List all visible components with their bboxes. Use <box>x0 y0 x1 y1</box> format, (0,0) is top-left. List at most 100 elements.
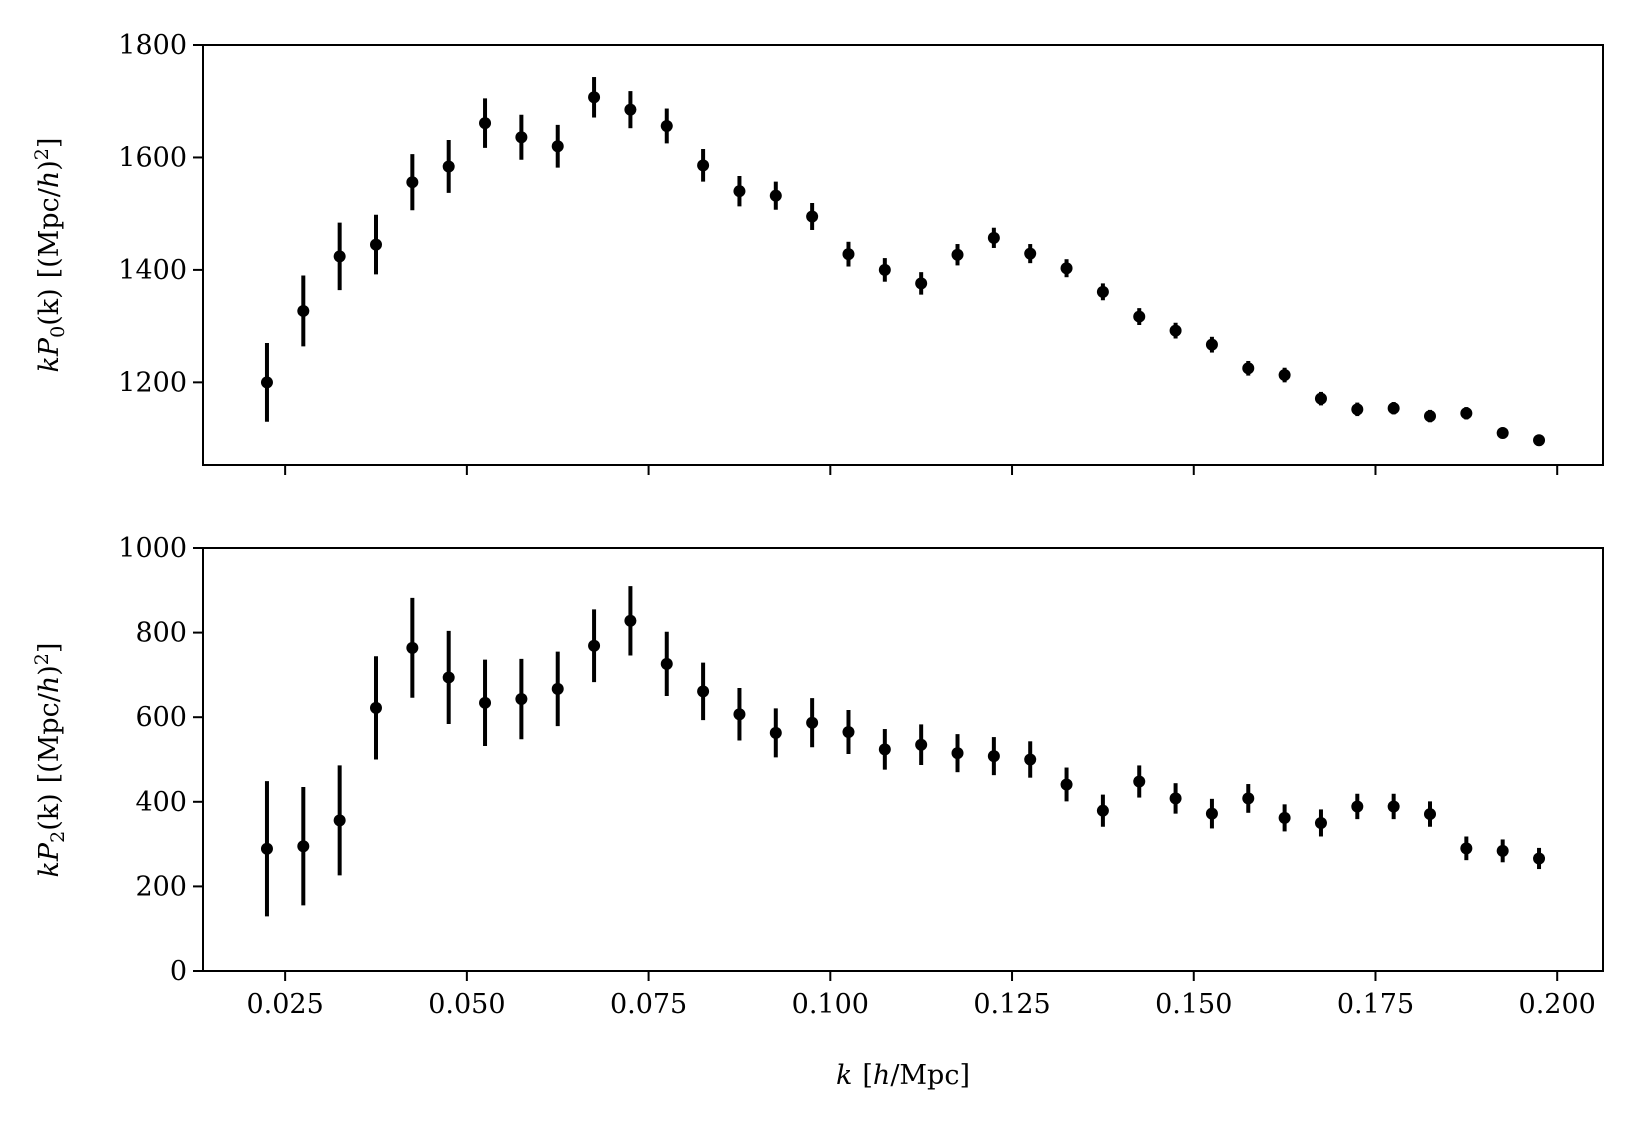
top-data-point <box>551 140 564 153</box>
bottom-x-tick-label: 0.150 <box>1155 989 1232 1020</box>
bottom-y-ticks: 0 200 400 600 800 1000 <box>118 533 203 987</box>
top-data-point <box>370 238 383 251</box>
top-data-point <box>1096 285 1109 298</box>
bottom-error-bars <box>264 586 1542 917</box>
bottom-data-point <box>1060 778 1073 791</box>
bottom-y-tick-label: 1000 <box>118 533 187 564</box>
top-data-point <box>1423 410 1436 423</box>
top-data-point <box>1169 324 1182 337</box>
bottom-x-ticks: 0.025 0.050 0.075 0.100 0.125 0.150 0.175 0.200 <box>246 971 1596 1020</box>
top-y-tick-label: 1600 <box>118 142 187 173</box>
top-data-point <box>297 304 310 317</box>
bottom-data-point <box>370 701 383 714</box>
top-y-tick-label: 1400 <box>118 255 187 286</box>
top-data-point <box>842 248 855 261</box>
top-plot-frame <box>202 44 1604 466</box>
top-data-point <box>442 160 455 173</box>
top-data-point <box>479 117 492 130</box>
bottom-x-tick-label: 0.075 <box>610 989 687 1020</box>
bottom-y-axis-label: kP2(k)[(Mpc/h)2] <box>31 643 69 878</box>
bottom-x-tick-label: 0.100 <box>792 989 869 1020</box>
top-data-point <box>733 185 746 198</box>
x-axis-label: k [h/Mpc] <box>836 1060 970 1091</box>
top-data-point <box>1060 262 1073 275</box>
bottom-data-point <box>915 738 928 751</box>
bottom-data-point <box>878 743 891 756</box>
top-data-point <box>1314 392 1327 405</box>
top-y-ticks: 1200 1400 1600 1800 <box>118 30 203 398</box>
top-data-point <box>987 231 1000 244</box>
bottom-data-point <box>1205 807 1218 820</box>
bottom-data-point <box>1387 800 1400 813</box>
top-data-point <box>1351 403 1364 416</box>
bottom-data-point <box>588 639 601 652</box>
bottom-data-point <box>1423 808 1436 821</box>
bottom-data-point <box>624 614 637 627</box>
top-data-point <box>333 250 346 263</box>
bottom-data-point <box>1024 753 1037 766</box>
bottom-data-point <box>442 671 455 684</box>
top-data-point <box>1242 362 1255 375</box>
top-panel: 1200 1400 1600 1800 kP0(k)[(Mpc/h)2] <box>31 30 1604 475</box>
top-data-points <box>260 91 1546 447</box>
bottom-data-point <box>697 685 710 698</box>
top-data-point <box>515 131 528 144</box>
top-y-tick-label: 1800 <box>118 30 187 61</box>
bottom-data-point <box>1133 775 1146 788</box>
bottom-y-tick-label: 200 <box>135 871 187 902</box>
bottom-y-tick-label: 400 <box>135 787 187 818</box>
bottom-plot-frame <box>202 547 1604 972</box>
bottom-data-point <box>1533 852 1546 865</box>
bottom-data-point <box>1460 842 1473 855</box>
top-data-point <box>588 91 601 104</box>
bottom-data-point <box>297 840 310 853</box>
bottom-data-point <box>733 708 746 721</box>
bottom-data-point <box>515 693 528 706</box>
bottom-data-point <box>1096 804 1109 817</box>
bottom-data-point <box>951 747 964 760</box>
bottom-data-point <box>406 641 419 654</box>
bottom-x-tick-label: 0.125 <box>973 989 1050 1020</box>
top-data-point <box>878 263 891 276</box>
top-data-point <box>697 159 710 172</box>
bottom-x-tick-label: 0.200 <box>1519 989 1596 1020</box>
bottom-data-point <box>769 726 782 739</box>
top-data-point <box>769 189 782 202</box>
top-data-point <box>406 176 419 189</box>
top-data-point <box>806 210 819 223</box>
bottom-data-point <box>1169 792 1182 805</box>
top-data-point <box>951 248 964 261</box>
bottom-data-point <box>551 682 564 695</box>
bottom-data-point <box>1278 811 1291 824</box>
top-error-bars <box>264 77 1542 446</box>
bottom-data-point <box>333 814 346 827</box>
top-data-point <box>1278 369 1291 382</box>
top-data-point <box>1387 402 1400 415</box>
top-data-point <box>660 119 673 132</box>
bottom-data-point <box>987 750 1000 763</box>
top-data-point <box>260 376 273 389</box>
bottom-y-tick-label: 600 <box>135 702 187 733</box>
top-data-point <box>1533 434 1546 447</box>
top-x-ticks <box>284 465 1559 475</box>
top-data-point <box>1024 247 1037 260</box>
bottom-data-point <box>660 657 673 670</box>
bottom-x-tick-label: 0.025 <box>246 989 323 1020</box>
top-data-point <box>1205 338 1218 351</box>
bottom-data-point <box>842 726 855 739</box>
top-data-point <box>1133 310 1146 323</box>
bottom-data-point <box>806 716 819 729</box>
top-y-tick-label: 1200 <box>118 367 187 398</box>
top-y-axis-label: kP0(k)[(Mpc/h)2] <box>31 138 69 373</box>
bottom-data-points <box>260 614 1546 865</box>
bottom-data-point <box>1242 792 1255 805</box>
top-data-point <box>624 103 637 116</box>
bottom-data-point <box>1496 844 1509 857</box>
top-data-point <box>915 277 928 290</box>
bottom-x-tick-label: 0.175 <box>1337 989 1414 1020</box>
bottom-y-tick-label: 800 <box>135 618 187 649</box>
bottom-data-point <box>479 696 492 709</box>
bottom-data-point <box>1314 816 1327 829</box>
